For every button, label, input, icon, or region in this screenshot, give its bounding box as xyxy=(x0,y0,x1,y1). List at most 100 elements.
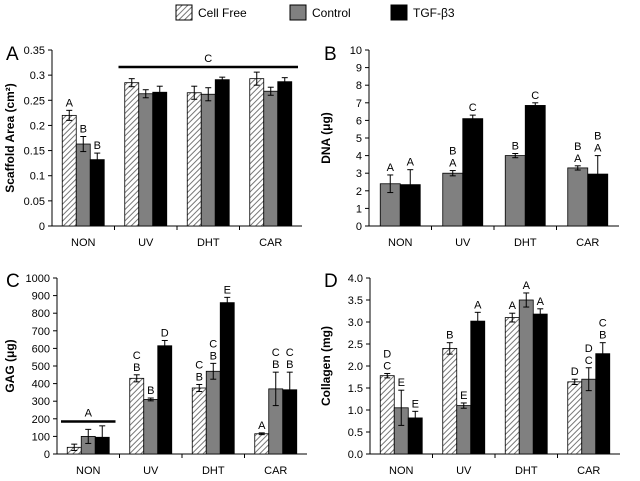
significance-label: A xyxy=(407,157,415,169)
bar-control-uv xyxy=(138,93,154,227)
y-tick-label: 400 xyxy=(32,379,50,391)
significance-label: B xyxy=(133,362,140,374)
bar-tgf-3-dht xyxy=(214,79,230,227)
bar-control-uv xyxy=(143,399,159,455)
bar-tgf-3-dht xyxy=(532,313,548,455)
y-tick-label: 2.5 xyxy=(348,339,363,351)
panel-letter: D xyxy=(324,271,338,292)
bar-tgf-3-dht xyxy=(524,105,546,227)
group-bracket-label: C xyxy=(204,53,212,65)
y-tick-label: 0.15 xyxy=(24,146,45,158)
significance-label: A xyxy=(449,158,457,170)
x-tick-label-non: NON xyxy=(389,465,414,477)
bar-tgf-3-uv xyxy=(470,320,486,455)
x-tick-label-car: CAR xyxy=(576,237,599,249)
x-tick-label-non: NON xyxy=(388,237,413,249)
bar-cell-free-uv xyxy=(124,82,140,227)
x-tick-label-dht: DHT xyxy=(514,237,537,249)
significance-label: E xyxy=(398,377,405,389)
y-tick-label: 3 xyxy=(356,168,362,180)
y-tick-label: 5 xyxy=(356,133,362,145)
y-tick-label: 0.25 xyxy=(24,95,45,107)
bar-control-dht xyxy=(200,93,216,227)
bar-cell-free-dht xyxy=(504,317,520,455)
significance-label: B xyxy=(80,123,87,135)
panel-letter: B xyxy=(324,44,337,65)
significance-label: A xyxy=(574,153,582,165)
y-tick-label: 700 xyxy=(32,326,50,338)
significance-label: B xyxy=(94,140,101,152)
y-tick-label: 2 xyxy=(356,186,362,198)
y-tick-label: 200 xyxy=(32,414,50,426)
significance-label: C xyxy=(469,102,477,114)
y-tick-label: 0.1 xyxy=(30,171,45,183)
significance-label: B xyxy=(196,371,203,383)
bar-cell-free-car xyxy=(249,78,265,227)
x-tick-label-dht: DHT xyxy=(202,465,225,477)
bar-control-car xyxy=(263,90,279,227)
y-tick-label: 0.5 xyxy=(348,427,363,439)
y-tick-label: 10 xyxy=(350,45,362,57)
legend-label-tgf-b3: TGF-β3 xyxy=(413,6,455,20)
panel-d: D Collagen (mg) 0.0 0.5 1.0 1.5 2.0 2.5 3.0 3.5 4.… xyxy=(319,271,620,477)
y-tick-label: 0.35 xyxy=(24,45,45,57)
bar-tgf-3-dht xyxy=(219,302,235,455)
significance-label: C xyxy=(272,347,280,359)
y-axis-label: Collagen (mg) xyxy=(319,326,333,406)
significance-label: C xyxy=(286,347,294,359)
bar-control-dht xyxy=(504,155,526,227)
y-tick-label: 0 xyxy=(356,221,362,233)
legend-label-control: Control xyxy=(312,6,351,20)
bar-tgf-3-uv xyxy=(462,118,484,227)
y-tick-label: 4 xyxy=(356,151,362,163)
significance-label: C xyxy=(133,350,141,362)
x-tick-label-dht: DHT xyxy=(197,237,220,249)
bar-control-non xyxy=(75,143,91,227)
bar-control-dht xyxy=(205,370,221,455)
x-tick-label-non: NON xyxy=(71,237,96,249)
bar-cell-free-dht xyxy=(191,387,207,455)
significance-label: A xyxy=(387,162,395,174)
bar-cell-free-dht xyxy=(186,92,202,227)
bar-cell-free-uv xyxy=(129,377,145,455)
y-tick-label: 1.0 xyxy=(348,405,363,417)
y-tick-label: 1 xyxy=(356,203,362,215)
significance-label: B xyxy=(147,385,154,397)
y-axis-label: Scaffold Area (cm²) xyxy=(3,83,17,193)
bar-cell-free-car xyxy=(567,381,583,455)
significance-label: D xyxy=(383,348,391,360)
bar-tgf-3-uv xyxy=(152,91,168,227)
y-tick-label: 100 xyxy=(32,431,50,443)
significance-label: C xyxy=(383,360,391,372)
significance-label: C xyxy=(531,90,539,102)
significance-label: A xyxy=(537,296,545,308)
x-tick-label-uv: UV xyxy=(456,465,472,477)
legend-swatch-control xyxy=(289,4,307,21)
significance-label: C xyxy=(599,318,607,330)
significance-label: B xyxy=(512,140,519,152)
significance-label: B xyxy=(599,330,606,342)
significance-label: A xyxy=(474,299,482,311)
bar-control-uv xyxy=(442,172,464,227)
y-tick-label: 0.0 xyxy=(348,449,363,461)
significance-label: B xyxy=(272,359,279,371)
y-tick-label: 7 xyxy=(356,98,362,110)
bar-control-dht xyxy=(518,299,534,455)
significance-label: D xyxy=(585,343,593,355)
bar-control-car xyxy=(567,167,589,227)
y-tick-label: 6 xyxy=(356,115,362,127)
group-bracket-label: A xyxy=(85,407,93,419)
bar-cell-free-non xyxy=(379,375,395,455)
y-tick-label: 1000 xyxy=(26,273,50,285)
bar-cell-free-car xyxy=(254,433,270,455)
y-tick-label: 0.3 xyxy=(30,70,45,82)
significance-label: E xyxy=(412,398,419,410)
y-tick-label: 9 xyxy=(356,63,362,75)
y-tick-label: 500 xyxy=(32,361,50,373)
y-tick-label: 4.0 xyxy=(348,273,363,285)
x-tick-label-uv: UV xyxy=(138,237,154,249)
x-tick-label-uv: UV xyxy=(455,237,471,249)
